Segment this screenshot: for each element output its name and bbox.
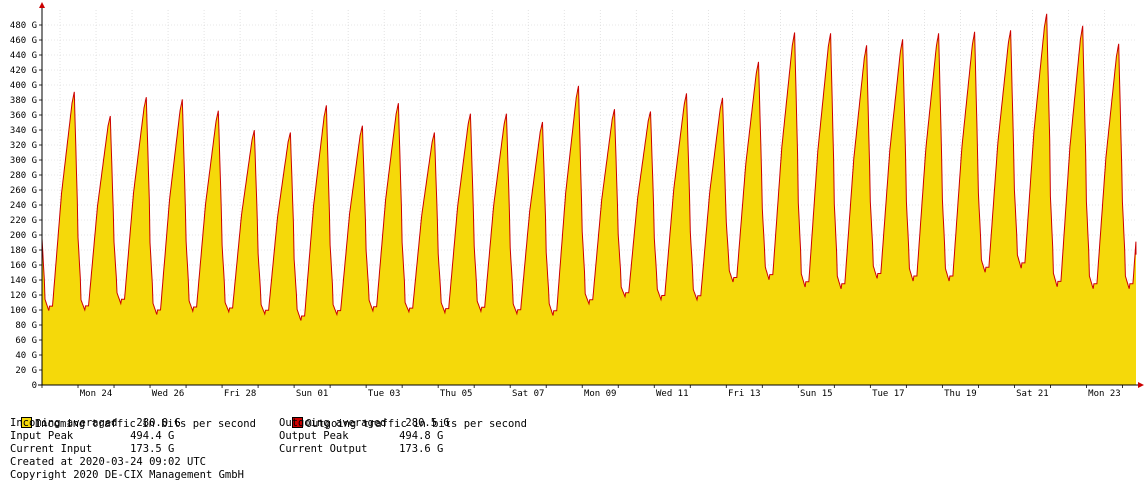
- y-tick-label: 80 G: [15, 321, 37, 331]
- created-at: Created at 2020-03-24 09:02 UTC: [10, 456, 206, 468]
- output-peak: Output Peak 494.8 G: [279, 430, 444, 442]
- y-tick-label: 320 G: [10, 141, 37, 151]
- y-tick-label: 220 G: [10, 216, 37, 226]
- y-tick-label: 360 G: [10, 111, 37, 121]
- x-tick-label: Sun 01: [296, 389, 329, 399]
- incoming-swatch: [20, 417, 32, 428]
- y-tick-label: 280 G: [10, 171, 37, 181]
- y-tick-label: 200 G: [10, 231, 37, 241]
- x-tick-label: Wed 11: [656, 389, 689, 399]
- outgoing-legend-label: Outgoing traffic in bits per second: [305, 418, 527, 430]
- x-tick-label: Mon 23: [1088, 389, 1121, 399]
- input-peak: Input Peak 494.4 G: [10, 430, 175, 442]
- y-tick-label: 240 G: [10, 201, 37, 211]
- y-tick-label: 480 G: [10, 21, 37, 31]
- x-tick-label: Sat 21: [1016, 389, 1049, 399]
- y-tick-label: 460 G: [10, 36, 37, 46]
- x-tick-label: Sun 15: [800, 389, 833, 399]
- x-tick-label: Fri 13: [728, 389, 761, 399]
- legend-incoming: Incoming traffic in bits per second: [8, 404, 256, 431]
- x-tick-label: Fri 28: [224, 389, 257, 399]
- y-axis-arrow: [39, 2, 45, 8]
- y-tick-label: 260 G: [10, 186, 37, 196]
- y-tick-label: 140 G: [10, 276, 37, 286]
- y-tick-label: 340 G: [10, 126, 37, 136]
- legend-outgoing: Outgoing traffic in bits per second: [279, 404, 527, 431]
- copyright: Copyright 2020 DE-CIX Management GmbH: [10, 469, 244, 481]
- outgoing-line: [41, 13, 1137, 321]
- y-tick-label: 300 G: [10, 156, 37, 166]
- x-tick-label: Thu 19: [944, 389, 977, 399]
- y-tick-label: 420 G: [10, 66, 37, 76]
- traffic-chart: 0 20 G 40 G 60 G 80 G 100 G 120 G 140 G 160 G 180…: [10, 2, 1144, 399]
- y-tick-label: 40 G: [15, 351, 37, 361]
- current-output: Current Output 173.6 G: [279, 443, 444, 455]
- x-axis-arrow: [1138, 382, 1144, 388]
- incoming-averaged: Incoming averaged 280.0 G: [10, 417, 181, 429]
- y-tick-label: 400 G: [10, 81, 37, 91]
- y-tick-label: 440 G: [10, 51, 37, 61]
- x-tick-label: Mon 24: [80, 389, 113, 399]
- y-tick-label: 160 G: [10, 261, 37, 271]
- x-tick-label: Sat 07: [512, 389, 545, 399]
- current-input: Current Input 173.5 G: [10, 443, 175, 455]
- y-tick-label: 0: [32, 381, 37, 391]
- outgoing-averaged: Outgoing averaged 280.5 G: [279, 417, 450, 429]
- x-tick-label: Thu 05: [440, 389, 473, 399]
- y-tick-label: 180 G: [10, 246, 37, 256]
- incoming-area: [42, 14, 1136, 385]
- incoming-legend-label: Incoming traffic in bits per second: [34, 418, 256, 430]
- y-tick-label: 20 G: [15, 366, 37, 376]
- y-tick-label: 100 G: [10, 306, 37, 316]
- x-tick-label: Tue 03: [368, 389, 401, 399]
- x-tick-label: Wed 26: [152, 389, 185, 399]
- x-tick-label: Tue 17: [872, 389, 905, 399]
- outgoing-swatch: [291, 417, 303, 428]
- y-tick-label: 380 G: [10, 96, 37, 106]
- y-tick-label: 60 G: [15, 336, 37, 346]
- y-tick-label: 120 G: [10, 291, 37, 301]
- x-tick-label: Mon 09: [584, 389, 617, 399]
